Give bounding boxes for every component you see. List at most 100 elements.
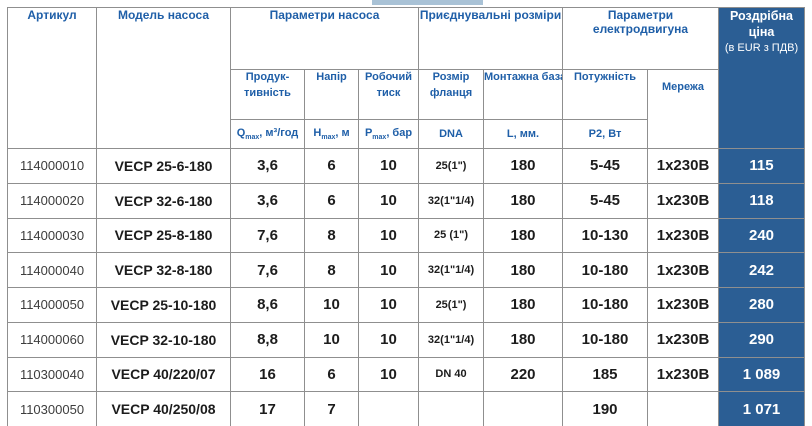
cell-productivity: 8,6 [230, 287, 305, 323]
cell-working-pressure: 10 [357, 287, 420, 323]
cell-network: 1x230В [647, 287, 720, 323]
cell-power: 10-180 [562, 321, 649, 358]
table-row: 114000060 VECP 32-10-180 8,8 10 10 32(1"… [7, 321, 806, 358]
cell-model: VECP 32-10-180 [96, 321, 231, 358]
unit-p-rest: , бар [386, 126, 413, 139]
cell-price: 118 [718, 182, 806, 219]
cell-head: 8 [304, 252, 359, 288]
header-group-row: Артикул Модель насоса Параметри насоса П… [7, 7, 806, 149]
cell-mounting-base: 180 [483, 217, 564, 254]
cell-flange-size: 32(1"1/4) [418, 182, 485, 219]
unit-p2-watt: P2, Вт [562, 119, 649, 149]
cell-mounting-base [483, 391, 564, 426]
table-row: 110300040 VECP 40/220/07 16 6 10 DN 40 2… [7, 356, 806, 393]
cell-price: 242 [718, 252, 806, 288]
cell-network: 1x230В [647, 217, 720, 254]
cell-head: 10 [304, 287, 359, 323]
cell-flange-size: 25(1") [418, 148, 485, 184]
col-header-motor-params: Параметри електродвигуна [562, 7, 720, 70]
cell-productivity: 7,6 [230, 252, 305, 288]
subheader-productivity: Продук- тивність [230, 69, 305, 120]
cell-head: 7 [304, 391, 359, 426]
col-header-pump-params: Параметри насоса [229, 7, 420, 70]
table-row: 114000040 VECP 32-8-180 7,6 8 10 32(1"1/… [7, 252, 806, 288]
cell-power: 5-45 [562, 182, 649, 219]
unit-p-base: P [364, 126, 373, 139]
cell-price: 240 [718, 217, 806, 254]
cell-head: 6 [304, 182, 359, 219]
cell-mounting-base: 180 [483, 321, 564, 358]
cell-article: 114000060 [7, 321, 97, 358]
cell-power: 10-180 [562, 287, 649, 323]
cell-network: 1x230В [647, 356, 720, 393]
subheader-working-pressure: Робочий тиск [357, 69, 420, 120]
unit-p-max: Pmax, бар [357, 119, 420, 149]
cell-article: 110300040 [7, 356, 97, 393]
cell-working-pressure: 10 [357, 182, 420, 219]
price-header-title: Роздрібна ціна [730, 9, 793, 40]
unit-q-rest: , м³/год [259, 126, 299, 139]
col-header-retail-price: Роздрібна ціна (в EUR з ПДВ) [718, 7, 806, 149]
header-units-row: Qmax, м³/год Hmax, м Pmax, бар DNA L, мм… [8, 119, 805, 149]
cell-productivity: 16 [230, 356, 305, 393]
cell-network [647, 391, 720, 426]
unit-p-sub: max [372, 134, 387, 142]
subheader-power: Потужність [562, 69, 649, 120]
cell-flange-size: DN 40 [418, 356, 485, 393]
unit-dna: DNA [418, 119, 485, 149]
cell-flange-size: 25(1") [418, 287, 485, 323]
subheader-network: Мережа [647, 69, 720, 149]
unit-l-mm: L, мм. [483, 119, 564, 149]
cell-head: 6 [304, 356, 359, 393]
cell-model: VECP 25-6-180 [96, 148, 231, 184]
cell-working-pressure: 10 [357, 217, 420, 254]
unit-q-base: Q [236, 126, 246, 139]
top-strip [372, 0, 483, 5]
cell-head: 8 [304, 217, 359, 254]
cell-article: 114000030 [7, 217, 97, 254]
price-header-subtitle: (в EUR з ПДВ) [724, 41, 799, 54]
cell-model: VECP 40/220/07 [96, 356, 231, 393]
unit-h-max: Hmax, м [304, 119, 359, 149]
cell-productivity: 17 [230, 391, 305, 426]
table-body: 114000010 VECP 25-6-180 3,6 6 10 25(1") … [7, 148, 806, 426]
cell-power: 10-180 [562, 252, 649, 288]
cell-mounting-base: 180 [483, 148, 564, 184]
cell-flange-size: 25 (1") [418, 217, 485, 254]
unit-h-sub: max [321, 134, 336, 142]
cell-model: VECP 32-6-180 [96, 182, 231, 219]
cell-productivity: 3,6 [230, 182, 305, 219]
cell-productivity: 7,6 [230, 217, 305, 254]
unit-q-max: Qmax, м³/год [230, 119, 305, 149]
subheader-mounting-base: Монтажна база [483, 69, 564, 120]
cell-article: 114000040 [7, 252, 97, 288]
cell-working-pressure: 10 [357, 356, 420, 393]
cell-model: VECP 25-8-180 [96, 217, 231, 254]
table-row: 114000010 VECP 25-6-180 3,6 6 10 25(1") … [7, 148, 806, 184]
cell-mounting-base: 180 [483, 182, 564, 219]
cell-mounting-base: 180 [483, 252, 564, 288]
table-header: Артикул Модель насоса Параметри насоса П… [7, 7, 806, 149]
cell-network: 1x230В [647, 148, 720, 184]
col-header-connection-sizes: Приєднувальні розміри [418, 7, 564, 70]
cell-flange-size: 32(1"1/4) [418, 321, 485, 358]
pump-price-list-table: Артикул Модель насоса Параметри насоса П… [7, 7, 806, 426]
table-row: 114000020 VECP 32-6-180 3,6 6 10 32(1"1/… [7, 182, 806, 219]
cell-productivity: 3,6 [230, 148, 305, 184]
cell-price: 1 089 [718, 356, 806, 393]
cell-network: 1x230В [647, 252, 720, 288]
col-header-article: Артикул [7, 7, 97, 149]
cell-power: 5-45 [562, 148, 649, 184]
table-row: 110300050 VECP 40/250/08 17 7 190 1 071 [7, 391, 806, 426]
unit-q-sub: max [245, 134, 260, 142]
unit-h-base: H [313, 126, 322, 139]
table-row: 114000050 VECP 25-10-180 8,6 10 10 25(1"… [7, 287, 806, 323]
cell-model: VECP 25-10-180 [96, 287, 231, 323]
cell-model: VECP 40/250/08 [96, 391, 231, 426]
cell-head: 6 [304, 148, 359, 184]
cell-working-pressure [357, 391, 420, 426]
cell-mounting-base: 180 [483, 287, 564, 323]
subheader-flange-size: Розмір фланця [418, 69, 485, 120]
unit-h-rest: , м [335, 126, 350, 139]
cell-price: 1 071 [718, 391, 806, 426]
